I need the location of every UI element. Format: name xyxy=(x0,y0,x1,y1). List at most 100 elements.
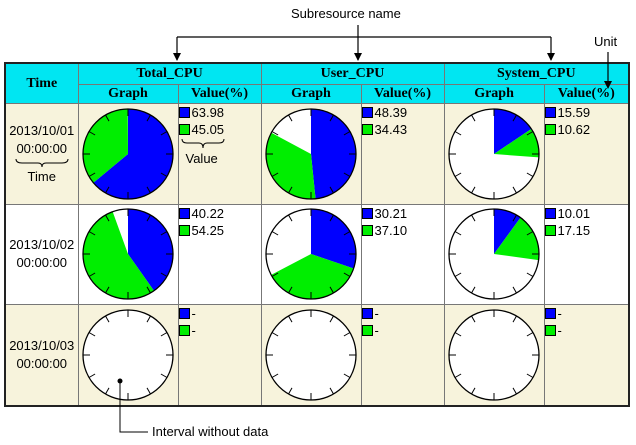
pie-tick xyxy=(526,332,534,337)
pie-tick xyxy=(512,186,517,194)
green-value: - xyxy=(557,323,562,339)
pie-outline xyxy=(82,108,174,200)
blue-legend-square xyxy=(544,207,556,219)
pie-tick xyxy=(329,287,334,294)
value-brace xyxy=(181,138,224,149)
subresource-name-label: Subresource name xyxy=(291,6,401,21)
pie-slice-green xyxy=(266,132,316,199)
green-value: - xyxy=(191,323,196,339)
pie-clock xyxy=(448,208,540,301)
pie-tick xyxy=(105,186,110,194)
pie-tick xyxy=(288,215,293,222)
blue-value: 48.39 xyxy=(374,105,408,120)
pie-tick xyxy=(160,332,168,337)
row-date: 2013/10/01 xyxy=(9,122,75,138)
pie-tick xyxy=(329,315,334,323)
value-cell: 48.39 34.43 xyxy=(360,103,445,205)
pie-tick xyxy=(512,315,517,323)
graph-cell xyxy=(443,304,545,407)
pie-slice-blue xyxy=(93,108,173,199)
pie-tick xyxy=(88,231,96,236)
unit-label: Unit xyxy=(594,34,618,49)
pie-slice-blue xyxy=(311,108,357,199)
pie-slice-green xyxy=(494,128,540,158)
group-header-system-cpu: System_CPU xyxy=(443,62,630,85)
subresource-arrows xyxy=(173,25,555,61)
pie-outline xyxy=(265,208,357,301)
graph-header: Graph xyxy=(443,84,545,104)
pie-tick xyxy=(160,373,168,379)
pie-tick xyxy=(105,315,110,323)
group-header-user-cpu: User_CPU xyxy=(260,62,445,85)
graph-cell xyxy=(260,103,362,205)
group-header-total-cpu: Total_CPU xyxy=(77,62,262,85)
blue-value: 63.98 xyxy=(191,105,225,120)
green-legend-square xyxy=(361,325,373,337)
time-cell: 2013/10/01 00:00:00 Time xyxy=(4,103,79,205)
blue-legend-square xyxy=(544,308,556,320)
graph-cell xyxy=(260,304,362,407)
blue-value: 15.59 xyxy=(557,105,591,120)
value-cell: 40.22 54.25 xyxy=(177,203,262,306)
pie-face xyxy=(449,310,540,401)
blue-legend-square xyxy=(178,308,190,320)
pie-slice-green xyxy=(494,218,540,261)
pie-tick xyxy=(526,231,534,236)
pie-tick xyxy=(271,332,279,337)
pie-outline xyxy=(448,309,540,401)
graph-cell xyxy=(77,203,179,306)
graph-cell xyxy=(77,103,179,205)
pie-tick xyxy=(288,315,293,323)
green-legend-square xyxy=(544,124,556,135)
green-legend-square xyxy=(178,124,190,135)
pie-tick xyxy=(343,130,351,136)
pie-tick xyxy=(454,273,462,278)
green-legend-square xyxy=(544,224,556,236)
value-cell: - - xyxy=(543,304,630,407)
green-legend-square xyxy=(361,124,373,135)
pie-tick xyxy=(105,114,110,122)
pie-tick xyxy=(471,287,476,294)
green-value: 34.43 xyxy=(374,122,408,137)
pie-tick xyxy=(146,215,151,222)
row-date: 2013/10/03 xyxy=(9,338,75,354)
value-cell: 30.21 37.10 xyxy=(360,203,445,306)
interval-without-data-label: Interval without data xyxy=(152,424,269,439)
value-header: Value(%) xyxy=(360,84,445,104)
pie-tick xyxy=(526,130,534,136)
pie-tick xyxy=(160,172,168,177)
pie-tick xyxy=(160,130,168,136)
pie-tick xyxy=(512,114,517,122)
green-legend-square xyxy=(361,224,373,236)
green-legend-square xyxy=(178,224,190,236)
pie-tick xyxy=(471,215,476,222)
blue-legend-square xyxy=(178,107,190,118)
blue-value: 10.01 xyxy=(557,205,591,221)
pie-tick xyxy=(512,215,517,222)
graph-header: Graph xyxy=(260,84,362,104)
value-cell: 10.01 17.15 xyxy=(543,203,630,306)
pie-tick xyxy=(88,130,96,136)
green-value: 37.10 xyxy=(374,222,408,238)
value-header: Value(%) xyxy=(177,84,262,104)
pie-tick xyxy=(288,114,293,122)
pie-clock xyxy=(82,309,174,401)
pie-tick xyxy=(343,273,351,278)
pie-tick xyxy=(288,287,293,294)
pie-tick xyxy=(88,273,96,278)
pie-tick xyxy=(88,172,96,177)
pie-slice-green xyxy=(82,108,128,183)
pie-tick xyxy=(288,186,293,194)
cpu-usage-table: Time Total_CPU User_CPU System_CPU Graph… xyxy=(4,62,631,407)
pie-tick xyxy=(288,387,293,395)
green-value: 10.62 xyxy=(557,122,591,137)
pie-tick xyxy=(271,231,279,236)
blue-legend-square xyxy=(544,107,556,118)
value-cell: - - xyxy=(177,304,262,407)
table-row: 2013/10/03 00:00:00 - - - - - - xyxy=(4,304,630,407)
blue-legend-square xyxy=(361,107,373,118)
graph-cell xyxy=(443,203,545,306)
table-row: 2013/10/01 00:00:00 Time 63.98 45.05 Val… xyxy=(4,103,630,205)
time-cell: 2013/10/03 00:00:00 xyxy=(4,304,79,407)
pie-tick xyxy=(329,387,334,395)
